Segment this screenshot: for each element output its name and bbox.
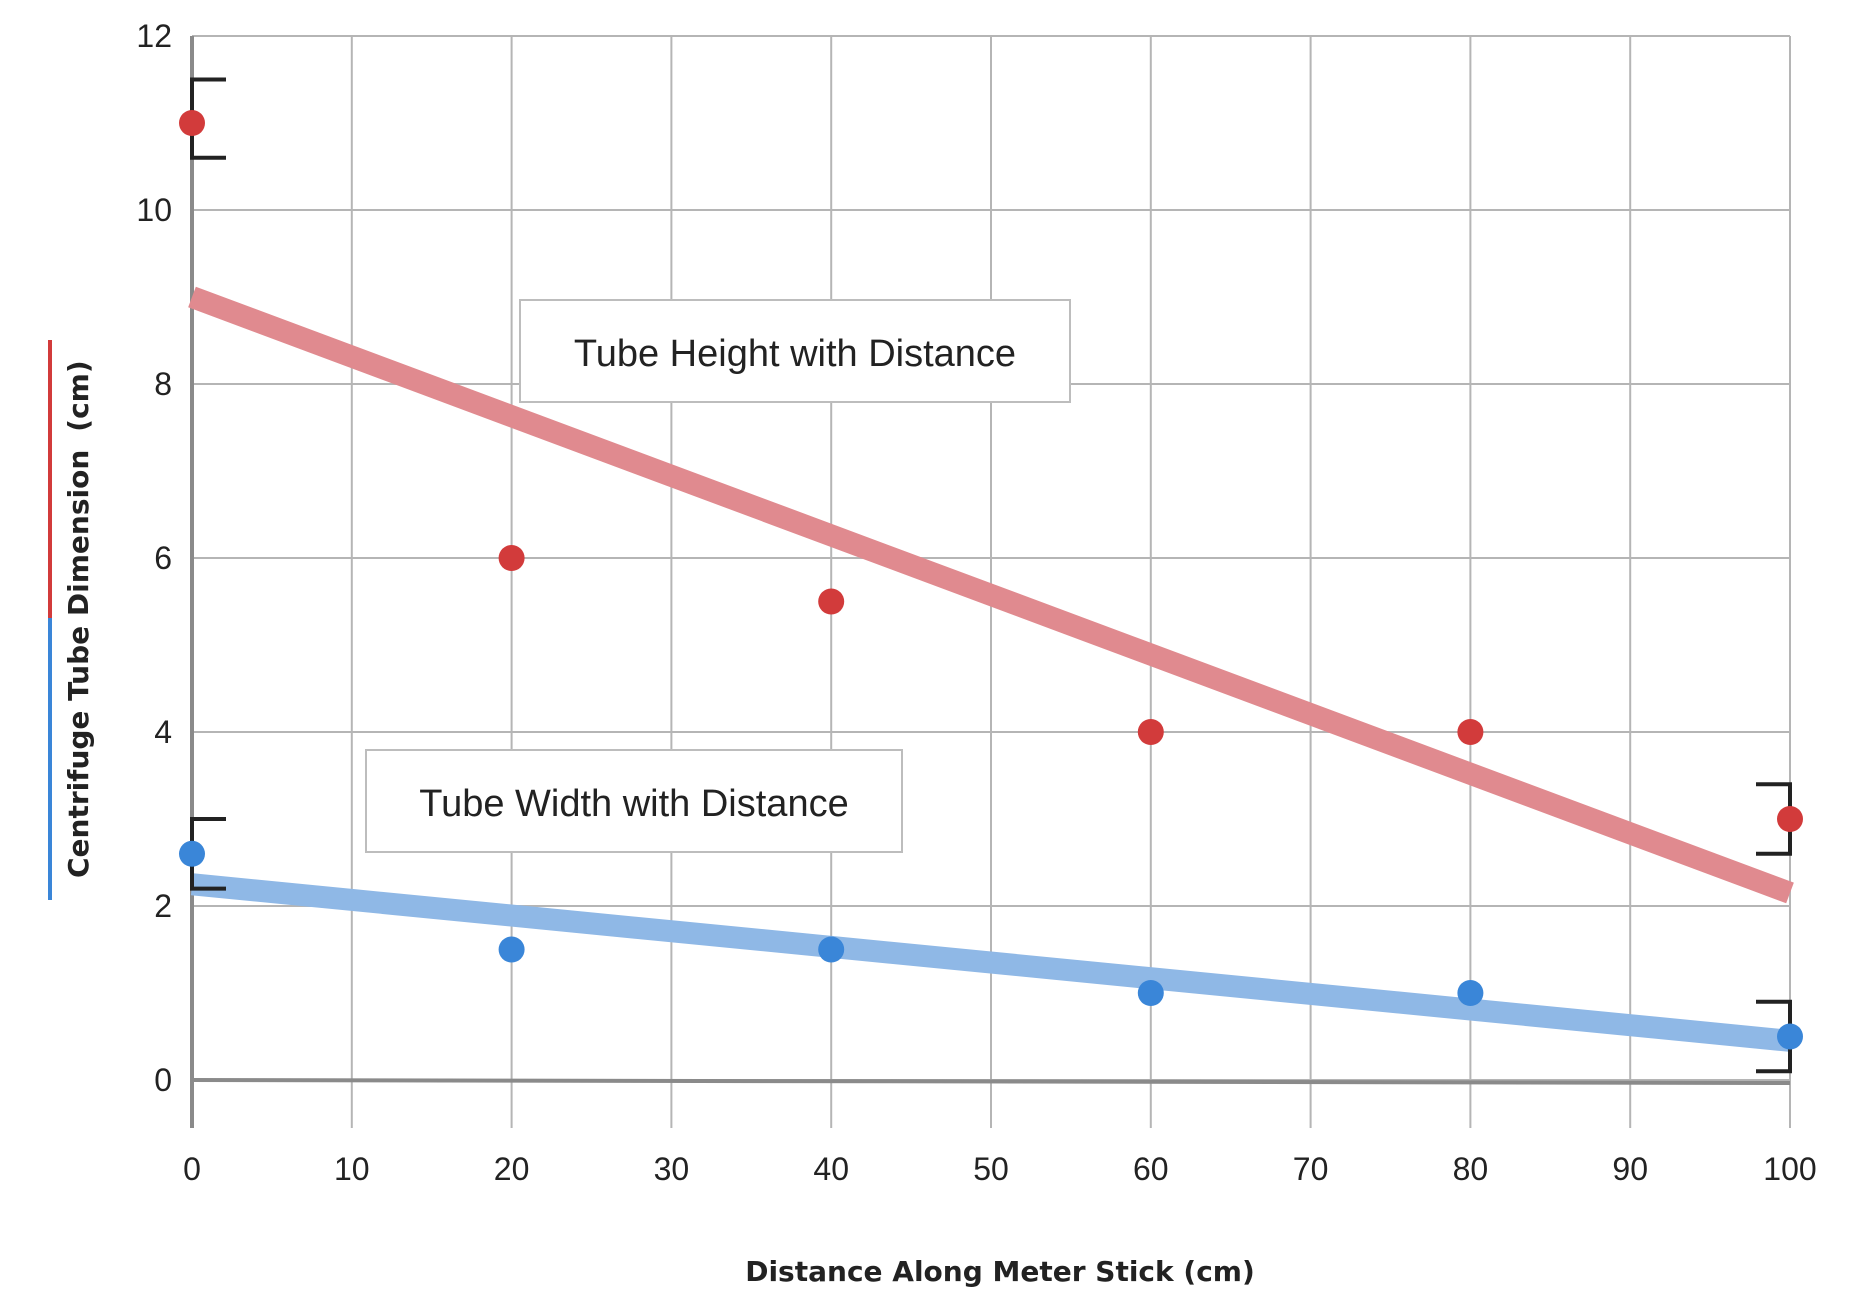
data-point-series-1-3 xyxy=(1137,980,1164,1006)
x-tick-label-100: 100 xyxy=(1763,1151,1816,1187)
x-tick-label-20: 20 xyxy=(494,1151,530,1187)
data-point-series-0-0 xyxy=(179,110,205,136)
x-tick-label-60: 60 xyxy=(1133,1151,1169,1187)
data-point-series-0-3 xyxy=(1137,719,1164,745)
x-tick-label-10: 10 xyxy=(334,1151,370,1187)
data-points xyxy=(179,110,1803,1050)
data-point-series-1-2 xyxy=(818,936,845,963)
data-point-series-1-0 xyxy=(179,840,205,867)
data-point-series-1-4 xyxy=(1457,980,1484,1006)
data-point-series-1-1 xyxy=(498,936,525,963)
x-tick-labels: 0 10 20 30 40 50 60 70 80 90 100 xyxy=(183,1151,1817,1187)
y-tick-label-0: 0 xyxy=(154,1062,172,1098)
trend-line-series-1 xyxy=(190,873,1792,1052)
y-tick-label-4: 4 xyxy=(154,714,172,750)
series-label-width: Tube Width with Distance xyxy=(419,783,848,825)
data-point-series-0-2 xyxy=(818,588,845,615)
x-axis-zero-line xyxy=(191,1078,1791,1085)
data-point-series-0-5 xyxy=(1777,806,1803,832)
y-tick-label-12: 12 xyxy=(136,18,172,54)
series-label-height-box: Tube Height with Distance xyxy=(519,299,1071,403)
x-tick-label-80: 80 xyxy=(1453,1151,1489,1187)
y-tick-label-2: 2 xyxy=(154,888,172,924)
series-label-width-box: Tube Width with Distance xyxy=(365,749,903,853)
y-tick-label-6: 6 xyxy=(154,540,172,576)
y-axis-title: Centrifuge Tube Dimension(cm) xyxy=(48,340,95,900)
y-tick-label-8: 8 xyxy=(154,366,172,402)
x-tick-label-70: 70 xyxy=(1293,1151,1329,1187)
x-tick-label-0: 0 xyxy=(183,1151,201,1187)
data-point-series-0-1 xyxy=(498,545,525,571)
y-tick-labels: 0 2 4 6 8 10 12 xyxy=(136,18,172,1098)
trend-lines xyxy=(188,286,1794,1052)
y-axis-title-text: Centrifuge Tube Dimension(cm) xyxy=(62,360,95,878)
x-tick-label-90: 90 xyxy=(1612,1151,1648,1187)
x-tick-label-50: 50 xyxy=(973,1151,1009,1187)
data-point-series-1-5 xyxy=(1777,1023,1803,1050)
trend-line-series-0 xyxy=(188,286,1794,904)
x-tick-label-40: 40 xyxy=(813,1151,849,1187)
axes xyxy=(190,36,1791,1128)
series-label-height: Tube Height with Distance xyxy=(574,333,1016,375)
x-axis-title: Distance Along Meter Stick (cm) xyxy=(745,1255,1255,1288)
data-point-series-0-4 xyxy=(1457,719,1484,745)
x-tick-label-30: 30 xyxy=(654,1151,690,1187)
y-tick-label-10: 10 xyxy=(136,192,172,228)
